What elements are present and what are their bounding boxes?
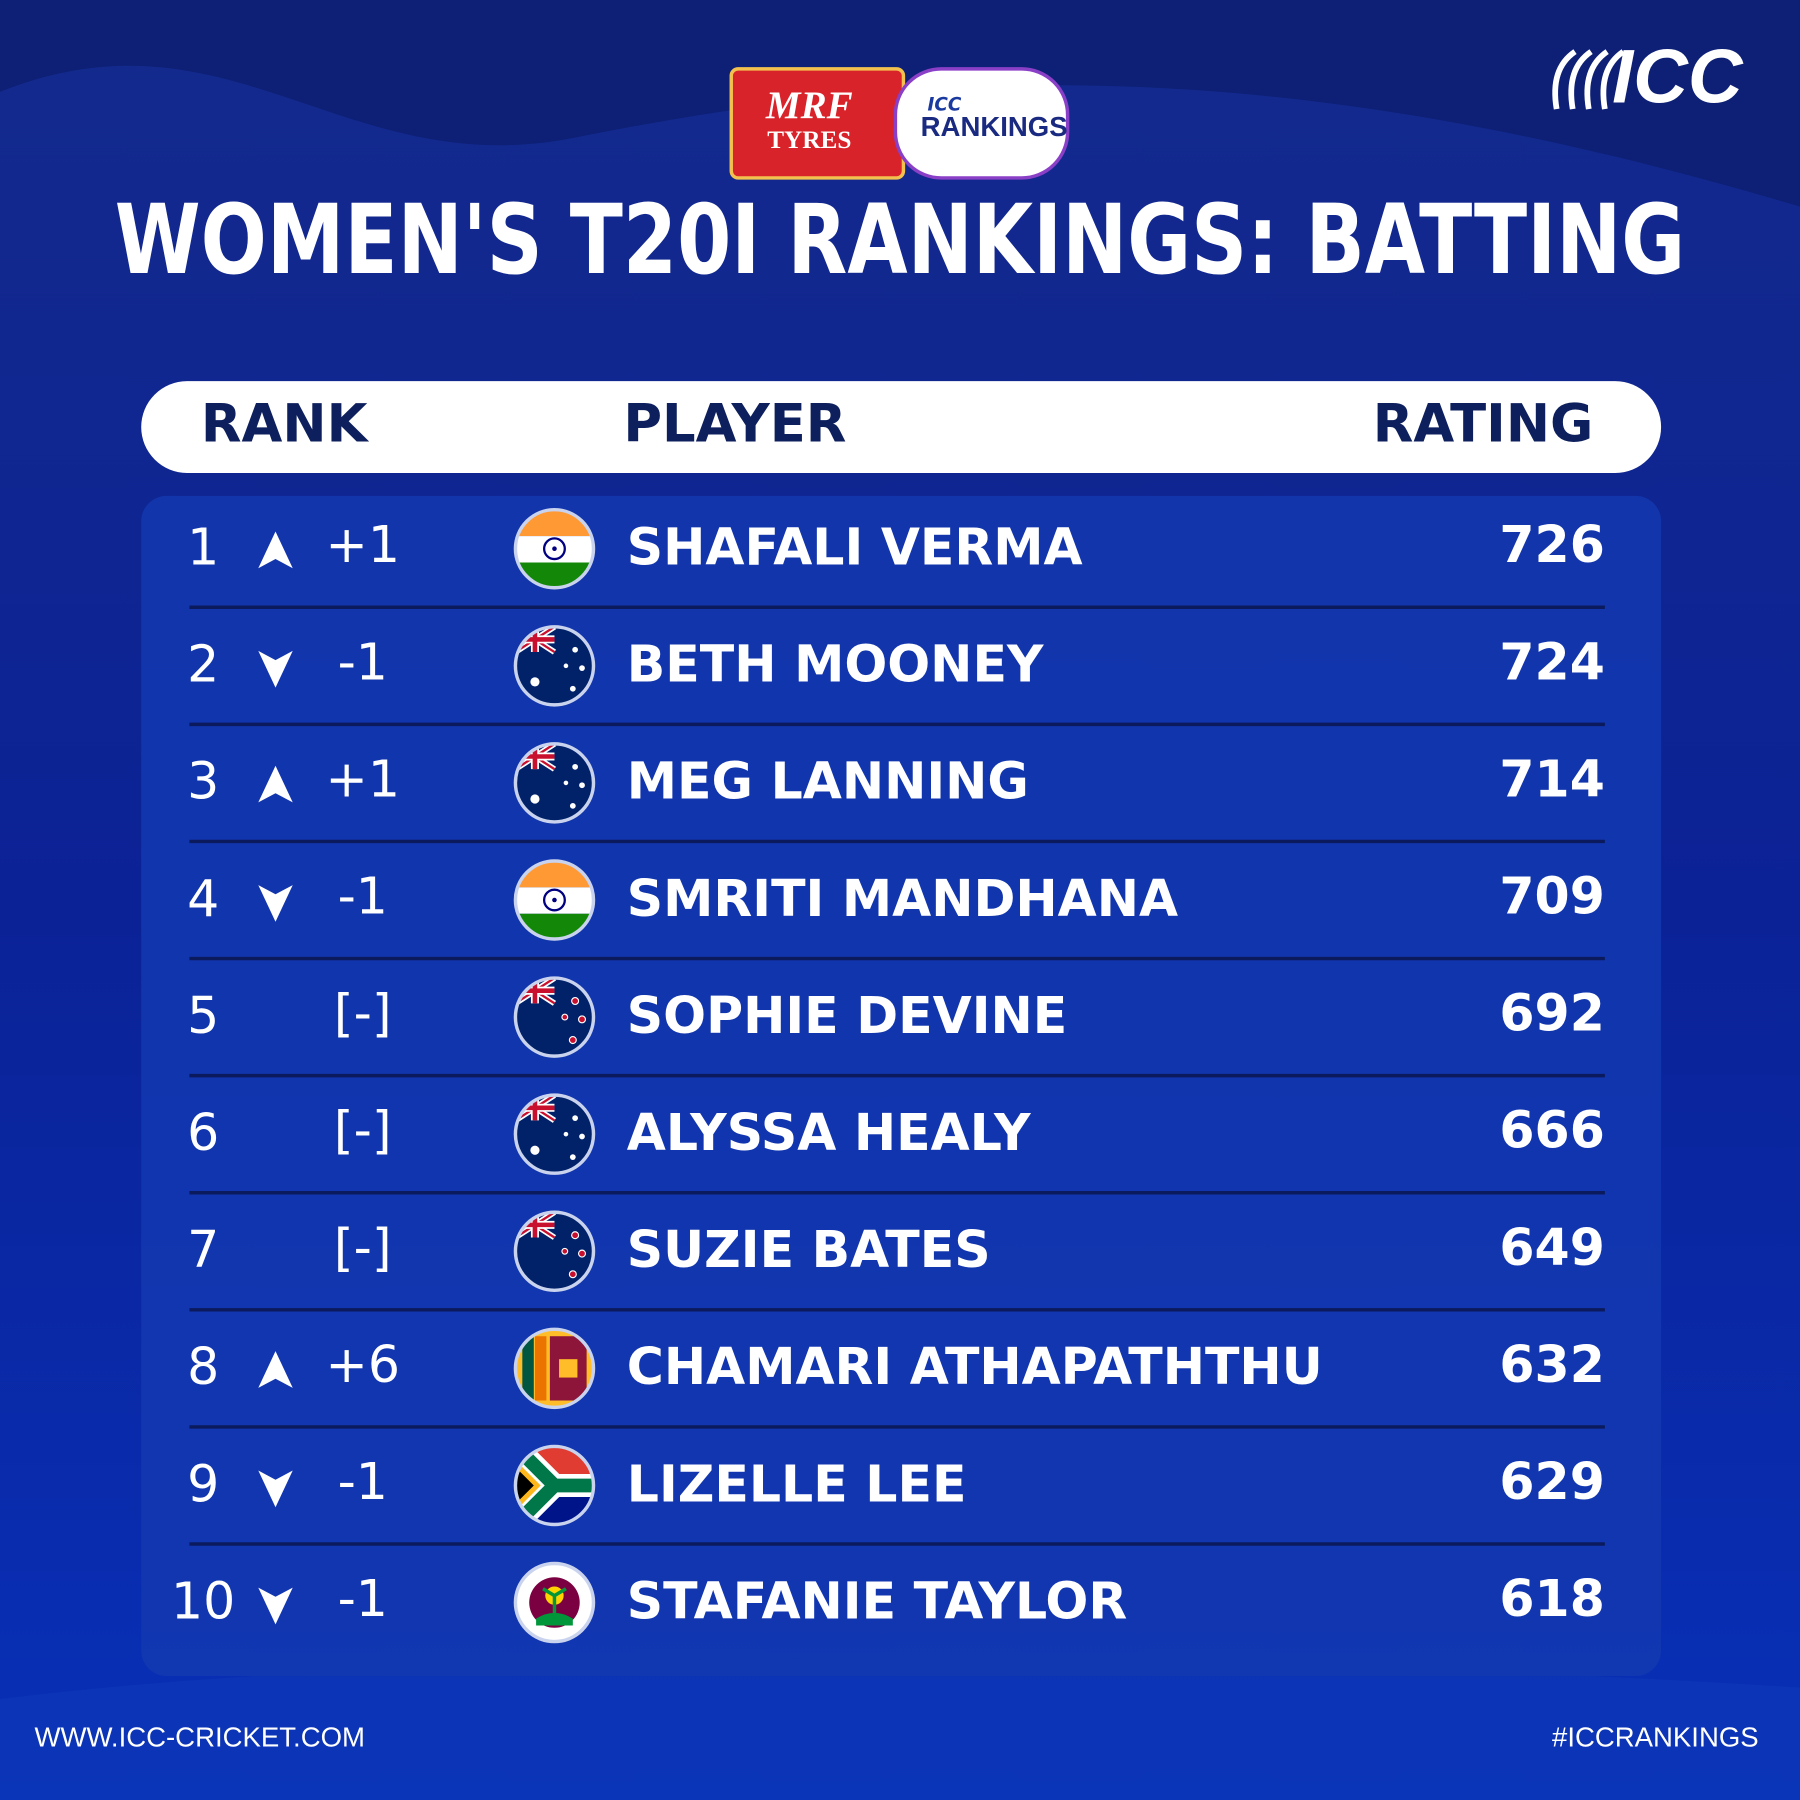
rating: 629 — [1499, 1452, 1604, 1511]
table-row: 8 +6 CHAMARI ATHAPATHTHU 632 — [187, 1335, 1605, 1429]
rank-change: -1 — [338, 1569, 388, 1628]
table-row: 10 -1 STAFANIE TAYLOR 618 — [171, 1569, 1605, 1630]
flag-ring — [513, 1327, 596, 1410]
rank-change: +1 — [326, 515, 400, 574]
badge-text: RANKINGS — [921, 111, 1068, 142]
flag-ring — [513, 859, 596, 941]
player-name: BETH MOONEY — [627, 635, 1045, 694]
flag-ring — [513, 1561, 596, 1644]
table-row: 2 -1 BETH MOONEY 724 — [187, 632, 1605, 727]
rank: 10 — [171, 1571, 235, 1630]
rank-change: +6 — [326, 1335, 400, 1394]
table-body: 1 +1 SHAFALI VERMA 726 2 -1 BETH MOONEY 724 3 +1 M… — [171, 515, 1605, 1630]
rating: 632 — [1499, 1335, 1604, 1394]
rank-change: [-] — [334, 984, 392, 1043]
brand-name: ICC — [1612, 35, 1744, 120]
flag-ring — [513, 1093, 596, 1175]
table-row: 7 [-] SUZIE BATES 649 — [187, 1218, 1605, 1312]
player-name: SOPHIE DEVINE — [627, 986, 1068, 1045]
rating: 726 — [1499, 515, 1604, 574]
bg-wave — [0, 0, 1800, 207]
rating: 692 — [1499, 984, 1604, 1043]
rank: 3 — [187, 752, 219, 811]
website: WWW.ICC-CRICKET.COM — [34, 1721, 365, 1752]
player-name: MEG LANNING — [627, 752, 1029, 811]
header-bar — [141, 381, 1662, 473]
rating: 714 — [1499, 749, 1604, 808]
player-name: SMRITI MANDHANA — [627, 869, 1178, 928]
title: WOMEN'S T20I RANKINGS: BATTING — [115, 184, 1685, 296]
rank: 1 — [187, 518, 219, 577]
rating: 649 — [1499, 1218, 1604, 1277]
rating: 618 — [1499, 1569, 1604, 1628]
player-name: STAFANIE TAYLOR — [627, 1571, 1127, 1630]
rank-change: +1 — [326, 749, 400, 808]
rank-change: -1 — [338, 632, 388, 691]
table-row: 5 [-] SOPHIE DEVINE 692 — [187, 984, 1605, 1078]
flag-ring — [513, 742, 596, 824]
flag-ring — [513, 625, 596, 707]
rank: 8 — [187, 1337, 219, 1396]
rank-change: [-] — [334, 1101, 392, 1160]
rank: 2 — [187, 635, 219, 694]
brand-emblem — [1552, 49, 1625, 110]
flag-rings — [513, 507, 596, 1644]
column-header: PLAYER — [623, 394, 846, 455]
badge-small: ICC — [928, 95, 962, 116]
flag-ring — [513, 976, 596, 1058]
rank: 9 — [187, 1454, 219, 1513]
rating: 666 — [1499, 1101, 1604, 1160]
hashtag: #ICCRANKINGS — [1552, 1721, 1759, 1752]
table-row: 1 +1 SHAFALI VERMA 726 — [187, 515, 1605, 609]
column-header: RANK — [201, 394, 370, 455]
rank: 4 — [187, 869, 219, 928]
rank: 6 — [187, 1103, 219, 1162]
player-name: SUZIE BATES — [627, 1220, 991, 1279]
rankings-badge — [893, 67, 1070, 180]
table-row: 4 -1 SMRITI MANDHANA 709 — [187, 867, 1605, 961]
bg-wave-bottom — [0, 1658, 1800, 1800]
sponsor-sub: TYRES — [767, 126, 851, 154]
rank-change: [-] — [334, 1218, 392, 1277]
rating: 724 — [1499, 632, 1604, 691]
rank: 5 — [187, 986, 219, 1045]
table-row: 9 -1 LIZELLE LEE 629 — [187, 1452, 1605, 1546]
rank-change: -1 — [338, 1452, 388, 1511]
sponsor-name: MRF — [765, 84, 853, 127]
flag-ring — [513, 1210, 596, 1293]
player-name: CHAMARI ATHAPATHTHU — [627, 1337, 1323, 1396]
rating: 709 — [1499, 867, 1604, 926]
flag-ring — [513, 507, 596, 590]
flag-ring — [513, 1444, 596, 1527]
table-row: 3 +1 MEG LANNING 714 — [187, 749, 1605, 844]
column-header: RATING — [1373, 394, 1594, 455]
table-row: 6 [-] ALYSSA HEALY 666 — [187, 1101, 1605, 1195]
player-name: LIZELLE LEE — [627, 1454, 967, 1513]
player-name: SHAFALI VERMA — [627, 518, 1083, 577]
rank-change: -1 — [338, 867, 388, 926]
player-name: ALYSSA HEALY — [627, 1103, 1032, 1162]
rank: 7 — [187, 1220, 219, 1279]
